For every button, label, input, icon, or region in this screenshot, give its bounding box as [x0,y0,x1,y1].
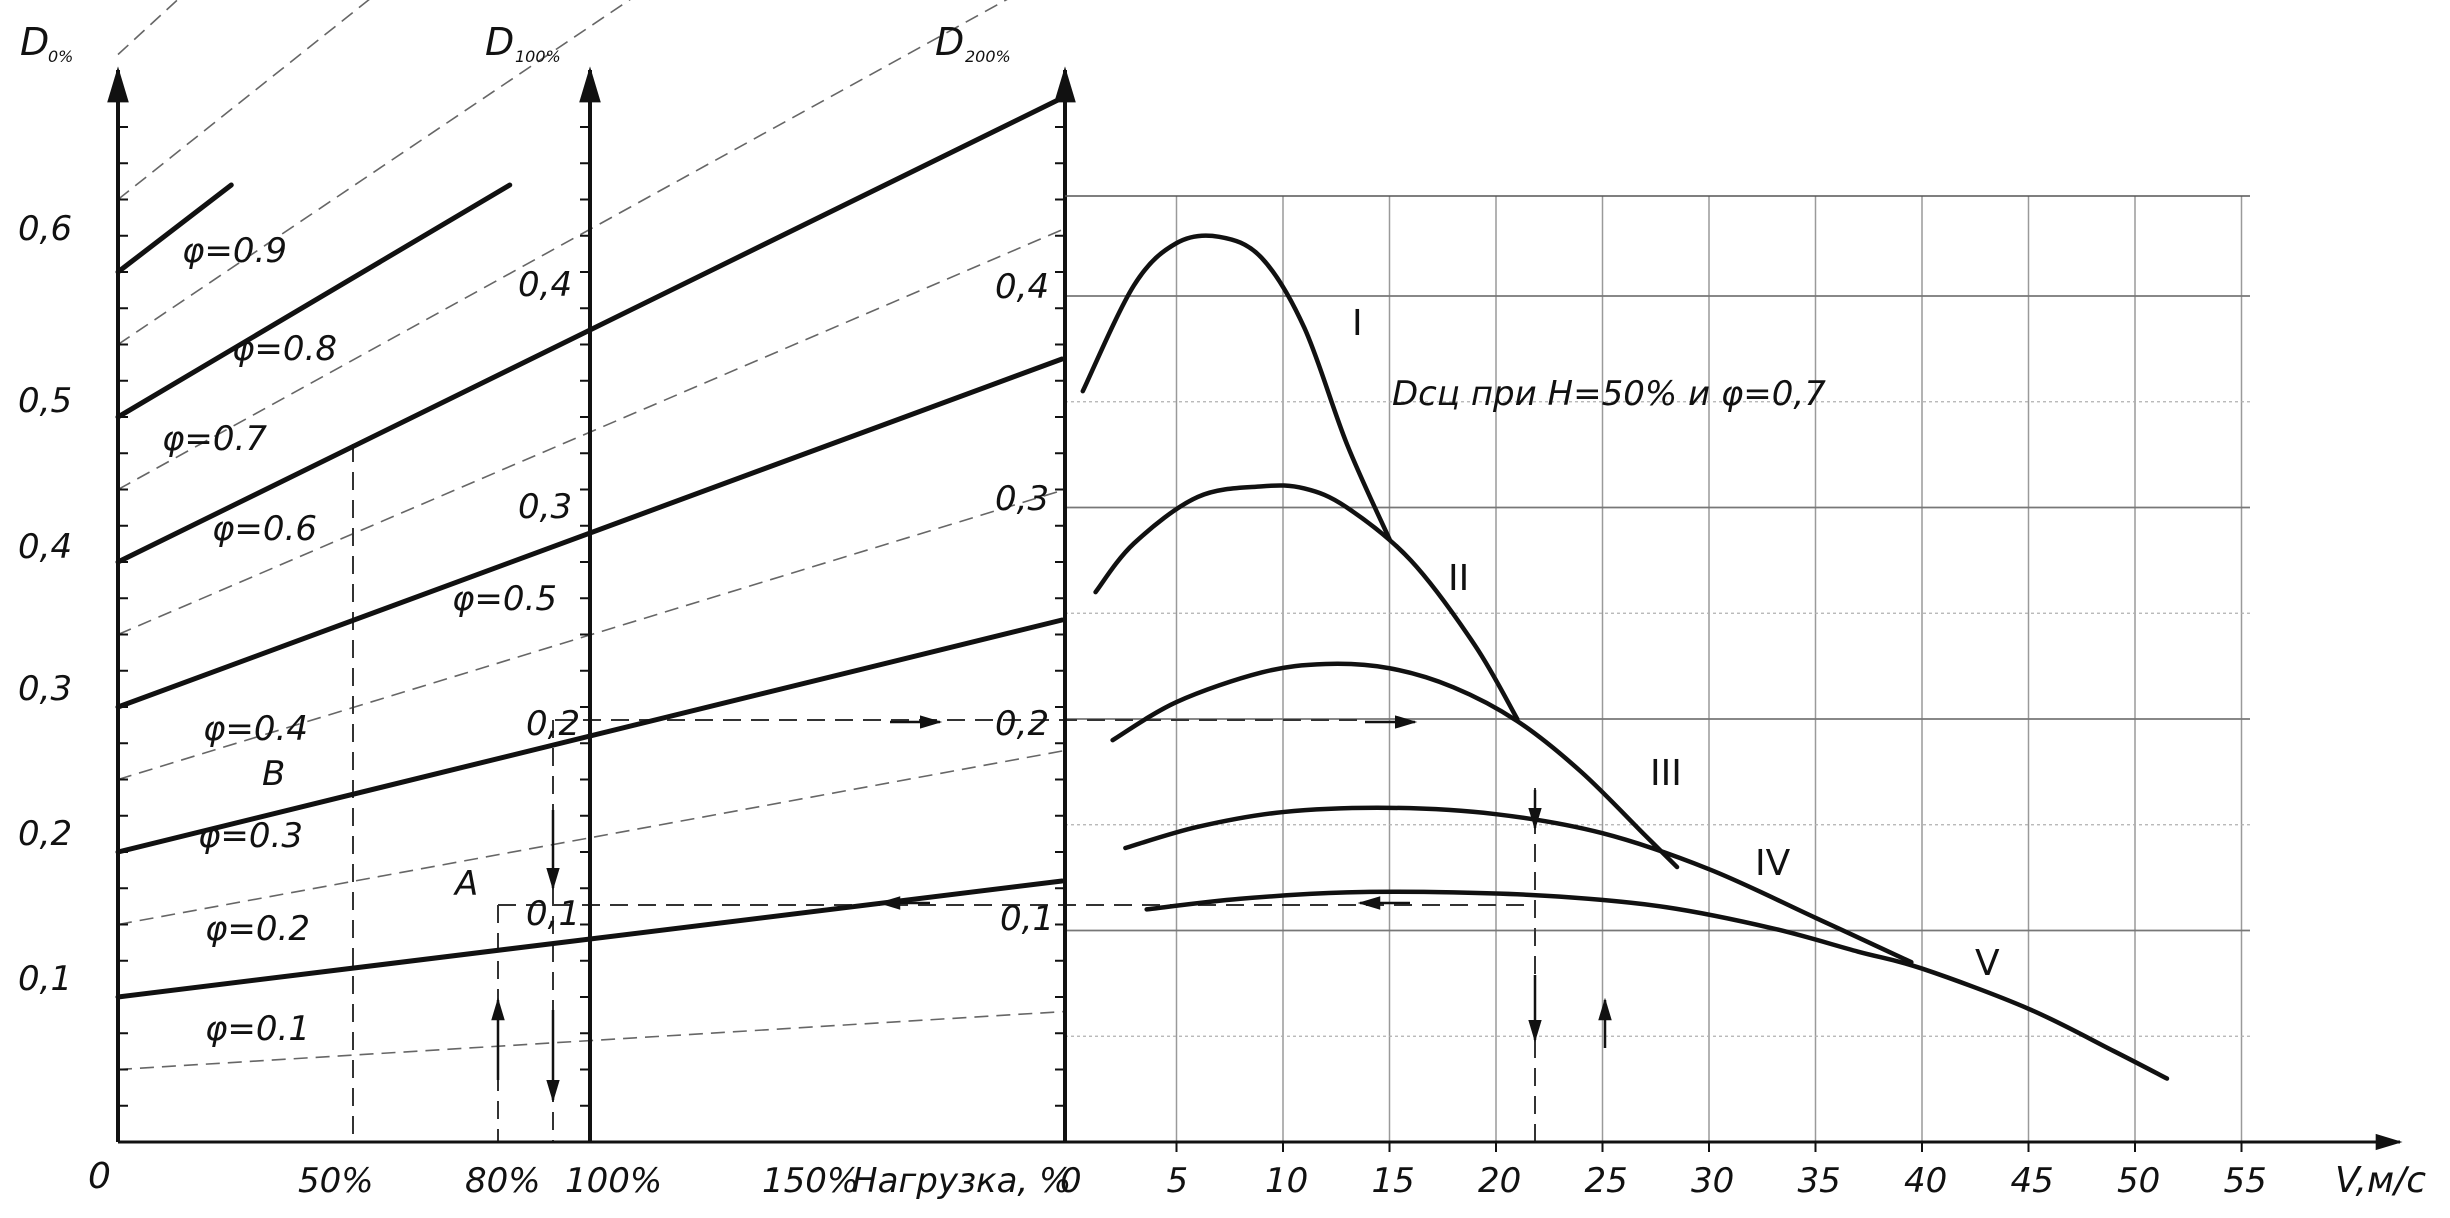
y-tick-label: 0,2 [995,704,1049,744]
phi-label: φ=0.9 [182,231,287,271]
x-tick-label: 30 [1691,1161,1734,1201]
y-tick-label: 0,4 [518,265,572,305]
d0-sub: 0% [48,47,73,66]
phi-label: φ=0.6 [212,509,317,549]
x-tick-label: 50 [2117,1161,2160,1201]
phi-dashed-line [117,0,179,56]
phi-labels: φ=0.1 φ=0.2 φ=0.3 φ=0.4 φ=0.5 φ=0.6 φ=0.… [162,231,557,1049]
series-label-iii: III [1650,753,1682,794]
x-tick-label: 100% [565,1161,662,1201]
point-a-label: A [453,864,478,904]
x-tick-labels-right: 0 5 10 15 20 25 30 35 40 45 50 55 [1060,1161,2267,1201]
series-labels: I II III IV V [1352,303,2000,984]
x-tick-label: 5 [1167,1161,1189,1201]
y-tick-label: 0,2 [526,704,580,744]
y-tick-label: 0,6 [18,209,72,249]
d100-sub: 100% [515,47,561,66]
x-axis-title-left: Нагрузка, % [852,1161,1071,1201]
x-tick-label: 25 [1585,1161,1628,1201]
y-tick-label: 0,1 [18,959,72,999]
y-tick-label: 0,2 [18,814,72,854]
x-tick-label: 150% [762,1161,859,1201]
y-tick-label: 0,5 [18,381,72,421]
axes [107,66,2403,1151]
series-i-curve [1080,233,1392,542]
x-tick-label: 35 [1798,1161,1841,1201]
phi-label: φ=0.7 [162,419,267,459]
x-tick-label: 80% [465,1161,541,1201]
d200-label: D [935,20,964,64]
y-tick-label: 0,3 [518,487,572,527]
origin-label: 0 [88,1156,111,1197]
series-iii-curve [1110,661,1680,870]
phi-label: φ=0.4 [203,709,308,749]
phi-label: φ=0.1 [205,1009,310,1049]
x-tick-label: 40 [1904,1161,1947,1201]
y-tick-label: 0,4 [995,267,1049,307]
d0-label: D [20,20,49,64]
construction-lines [352,444,1612,1142]
d100-label: D [485,20,514,64]
y-tick-label: 0,3 [18,669,72,709]
x-tick-label: 10 [1265,1161,1308,1201]
y-tick-labels-d200: 0,1 0,2 0,3 0,4 [995,267,1054,939]
phi-label: φ=0.2 [205,909,310,949]
series-label-v: V [1975,943,2000,984]
load-line [115,182,234,275]
phi-label: φ=0.8 [232,329,337,369]
point-b-label: B [262,754,285,794]
x-tick-label: 20 [1478,1161,1521,1201]
x-axis-title-right: V,м/с [2335,1160,2426,1201]
series-label-ii: II [1448,558,1469,599]
series-label-i: I [1352,303,1363,344]
x-tick-label: 15 [1372,1161,1415,1201]
axis-headers: D 0% D 100% D 200% [20,20,1011,66]
phi-dashed-line [117,0,370,201]
phi-label: φ=0.5 [452,579,557,619]
x-tick-label: 0 [1060,1161,1082,1201]
load-line [115,182,513,420]
x-tick-label: 45 [2011,1161,2054,1201]
series-iv-curve [1123,805,1914,965]
y-tick-label: 0,4 [18,527,72,567]
series-v-curve [1144,889,2170,1081]
y-tick-labels-d100: 0,1 0,2 0,3 0,4 [518,265,580,934]
y-tick-label: 0,3 [995,479,1049,519]
y-tick-label: 0,1 [1000,899,1054,939]
x-tick-labels-left: 0 50% 80% 100% 150% Нагрузка, % [88,1156,1071,1201]
series-curves [1080,233,2170,1081]
adhesion-annotation: Dсц при H=50% и φ=0,7 [1392,374,1826,414]
x-tick-label: 50% [298,1161,374,1201]
y-tick-label: 0,1 [526,894,580,934]
right-grid [1065,196,2250,1142]
series-label-iv: IV [1755,843,1791,884]
phi-label: φ=0.3 [198,816,303,856]
d200-sub: 200% [965,47,1011,66]
axis-ticks [118,126,2243,1152]
x-tick-label: 55 [2224,1161,2267,1201]
series-ii-curve [1093,483,1520,722]
y-tick-labels-d0: 0,1 0,2 0,3 0,4 0,5 0,6 [18,209,72,999]
phi-dashed-line [117,749,1066,926]
